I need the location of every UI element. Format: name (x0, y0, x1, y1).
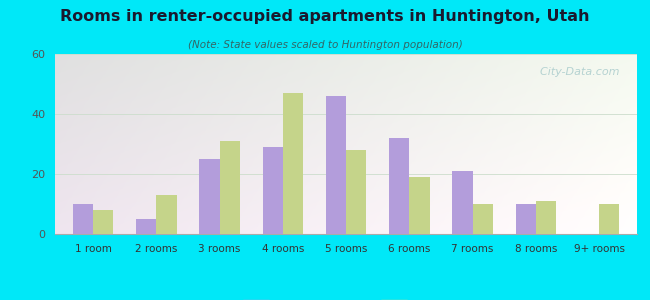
Bar (263, 147, 283, 234)
Bar (157, 195, 177, 234)
Bar (389, 138, 410, 234)
Bar (326, 96, 346, 234)
Bar (73, 204, 93, 234)
Bar (346, 150, 367, 234)
Text: City-Data.com: City-Data.com (533, 67, 619, 76)
Bar (599, 204, 619, 234)
Text: Rooms in renter-occupied apartments in Huntington, Utah: Rooms in renter-occupied apartments in H… (60, 9, 590, 24)
Bar (473, 204, 493, 234)
Bar (452, 171, 473, 234)
Legend: Huntington, Utah: Huntington, Utah (238, 295, 454, 300)
Bar (200, 159, 220, 234)
Bar (410, 177, 430, 234)
Bar (515, 204, 536, 234)
Bar (283, 93, 303, 234)
Bar (220, 141, 240, 234)
Bar (536, 201, 556, 234)
Bar (93, 210, 113, 234)
Text: (Note: State values scaled to Huntington population): (Note: State values scaled to Huntington… (188, 40, 462, 50)
Bar (136, 219, 157, 234)
